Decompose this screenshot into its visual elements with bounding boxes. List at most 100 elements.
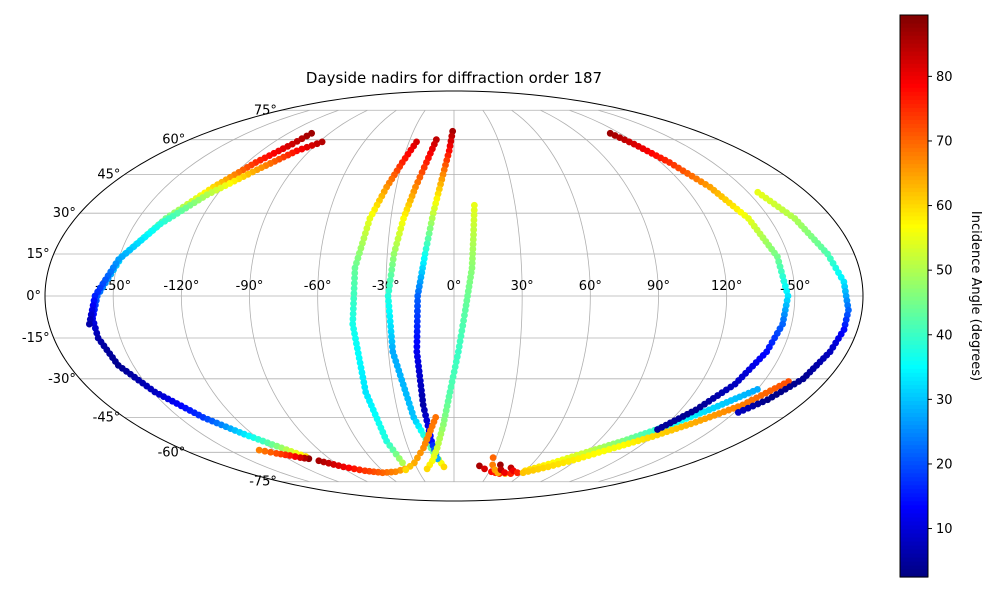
colorbar-segment: [900, 259, 928, 265]
colorbar-segment: [900, 520, 928, 526]
colorbar-segment: [900, 107, 928, 112]
colorbar-segment: [900, 572, 928, 578]
data-point: [349, 305, 357, 313]
colorbar-segment: [900, 388, 928, 393]
colorbar-segment: [900, 340, 928, 345]
data-point: [267, 448, 275, 456]
data-point: [595, 449, 603, 456]
data-point: [387, 328, 395, 335]
colorbar-segment: [900, 219, 928, 225]
colorbar-segment: [900, 560, 928, 566]
chart-title: Dayside nadirs for diffraction order 187: [306, 69, 602, 87]
colorbar-segment: [900, 207, 928, 213]
data-point: [356, 466, 363, 474]
data-point: [600, 447, 608, 455]
colorbar-segment: [900, 424, 928, 430]
data-point: [785, 378, 792, 385]
colorbar-segment: [900, 408, 928, 414]
colorbar-segment: [900, 275, 928, 281]
data-point: [422, 411, 429, 419]
colorbar-segment: [900, 147, 928, 153]
data-point: [350, 290, 358, 297]
colorbar-segment: [900, 95, 928, 100]
colorbar-tick-label: 20: [936, 457, 953, 472]
colorbar-segment: [900, 139, 928, 145]
data-point: [476, 462, 483, 470]
lat-tick-label: -30°: [48, 372, 76, 387]
lon-tick-label: 90°: [647, 279, 670, 294]
data-point: [414, 307, 421, 315]
colorbar-segment: [900, 468, 928, 474]
data-point: [413, 343, 421, 351]
colorbar-segment: [900, 75, 928, 80]
colorbar-segment: [900, 83, 928, 88]
colorbar-segment: [900, 223, 928, 229]
data-point: [350, 279, 358, 287]
colorbar-segment: [900, 460, 928, 466]
map-grid: [45, 109, 863, 483]
data-point: [388, 333, 395, 340]
data-point: [361, 467, 369, 475]
colorbar-segment: [900, 67, 928, 72]
data-point: [388, 343, 396, 351]
colorbar-frame: [899, 14, 929, 578]
colorbar-segment: [900, 432, 928, 438]
colorbar-segment: [900, 183, 928, 189]
data-point: [428, 214, 436, 222]
data-point: [390, 250, 398, 258]
colorbar-segment: [900, 420, 928, 426]
data-point: [426, 225, 434, 232]
lon-tick-label: 30°: [511, 279, 534, 294]
colorbar-segment: [900, 163, 928, 169]
lat-tick-label: -45°: [93, 410, 121, 425]
data-point: [272, 449, 280, 457]
lat-tick-label: 15°: [27, 247, 50, 262]
colorbar-segment: [900, 356, 928, 361]
colorbar-segment: [900, 376, 928, 381]
data-point: [460, 317, 467, 324]
colorbar-segment: [900, 444, 928, 450]
data-point: [470, 201, 478, 209]
data-point: [456, 337, 464, 345]
colorbar-segment: [900, 528, 928, 534]
colorbar-segment: [900, 308, 928, 313]
colorbar-segment: [900, 536, 928, 542]
data-point: [345, 464, 353, 472]
data-point: [424, 235, 432, 243]
data-point: [350, 465, 358, 473]
data-point: [470, 206, 478, 214]
data-point: [384, 292, 392, 300]
colorbar-segment: [900, 243, 928, 249]
data-point: [388, 338, 396, 346]
colorbar-segment: [900, 191, 928, 197]
colorbar-segment: [900, 27, 928, 32]
data-point: [351, 264, 359, 272]
colorbar-segment: [900, 488, 928, 494]
colorbar-segment: [900, 484, 928, 490]
lon-tick-label: -120°: [163, 279, 199, 294]
data-point: [386, 276, 394, 284]
colorbar-segment: [900, 360, 928, 365]
data-point: [470, 226, 478, 234]
colorbar-segment: [900, 43, 928, 48]
colorbar-segment: [900, 332, 928, 337]
colorbar-segment: [900, 352, 928, 357]
data-point: [386, 317, 394, 325]
colorbar-segment: [900, 508, 928, 514]
colorbar-segment: [900, 155, 928, 161]
colorbar-segment: [900, 540, 928, 546]
data-point: [385, 297, 392, 305]
colorbar-segment: [900, 544, 928, 550]
colorbar-segment: [900, 255, 928, 261]
colorbar-segment: [900, 556, 928, 562]
grid-meridian: [249, 109, 368, 483]
data-point: [458, 327, 466, 335]
colorbar-segment: [900, 480, 928, 486]
data-point: [389, 261, 396, 268]
data-point: [349, 315, 357, 323]
colorbar-segment: [900, 87, 928, 92]
colorbar-segment: [900, 227, 928, 233]
colorbar-segment: [900, 496, 928, 502]
colorbar-segment: [900, 71, 928, 76]
colorbar-segment: [900, 31, 928, 36]
